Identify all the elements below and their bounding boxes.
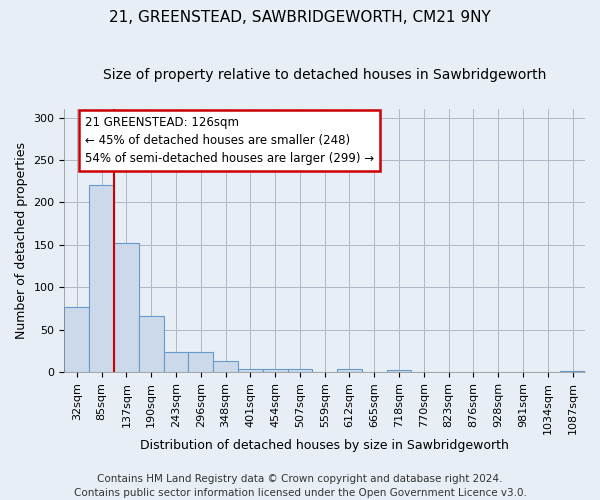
Bar bbox=[139, 316, 164, 372]
Bar bbox=[164, 352, 188, 372]
Text: 21, GREENSTEAD, SAWBRIDGEWORTH, CM21 9NY: 21, GREENSTEAD, SAWBRIDGEWORTH, CM21 9NY bbox=[109, 10, 491, 25]
Bar bbox=[188, 352, 213, 372]
Text: Contains HM Land Registry data © Crown copyright and database right 2024.
Contai: Contains HM Land Registry data © Crown c… bbox=[74, 474, 526, 498]
Bar bbox=[89, 186, 114, 372]
Title: Size of property relative to detached houses in Sawbridgeworth: Size of property relative to detached ho… bbox=[103, 68, 547, 82]
Bar bbox=[386, 370, 412, 372]
Y-axis label: Number of detached properties: Number of detached properties bbox=[15, 142, 28, 339]
Bar bbox=[337, 369, 362, 372]
Bar bbox=[114, 243, 139, 372]
Bar bbox=[64, 307, 89, 372]
Bar bbox=[213, 361, 238, 372]
Bar bbox=[560, 370, 585, 372]
Text: 21 GREENSTEAD: 126sqm
← 45% of detached houses are smaller (248)
54% of semi-det: 21 GREENSTEAD: 126sqm ← 45% of detached … bbox=[85, 116, 374, 164]
X-axis label: Distribution of detached houses by size in Sawbridgeworth: Distribution of detached houses by size … bbox=[140, 440, 509, 452]
Bar bbox=[263, 369, 287, 372]
Bar bbox=[287, 369, 313, 372]
Bar bbox=[238, 369, 263, 372]
